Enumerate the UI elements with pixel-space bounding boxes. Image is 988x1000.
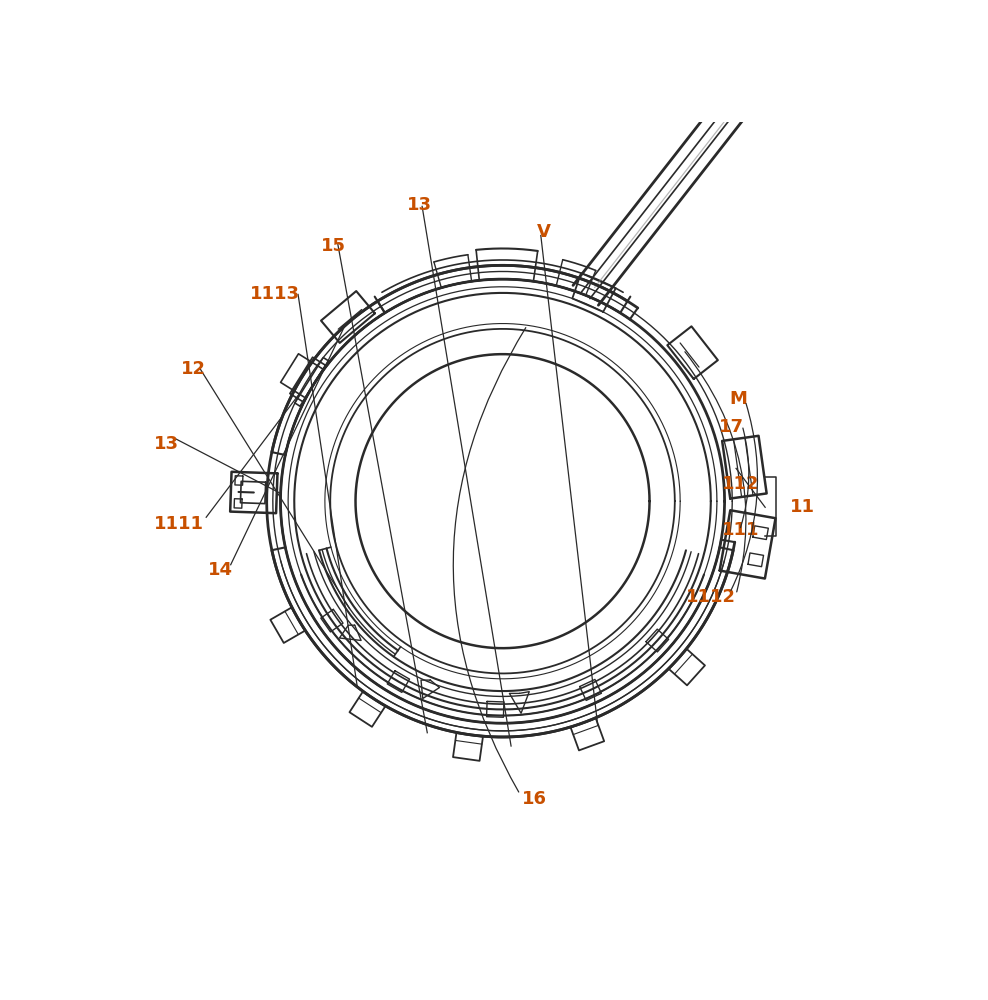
Text: 11: 11 [789, 498, 815, 516]
Text: 13: 13 [407, 196, 432, 214]
Text: 17: 17 [718, 418, 744, 436]
Text: M: M [730, 390, 748, 408]
Text: 13: 13 [154, 435, 179, 453]
Text: 1112: 1112 [686, 588, 736, 606]
Text: 112: 112 [721, 475, 759, 493]
Text: V: V [537, 223, 551, 241]
Text: 12: 12 [181, 360, 206, 378]
Text: 16: 16 [522, 790, 546, 808]
Text: 111: 111 [721, 521, 759, 539]
Text: 1113: 1113 [250, 285, 299, 303]
Text: 1111: 1111 [154, 515, 205, 533]
Text: 15: 15 [321, 237, 346, 255]
Text: 14: 14 [207, 561, 233, 579]
